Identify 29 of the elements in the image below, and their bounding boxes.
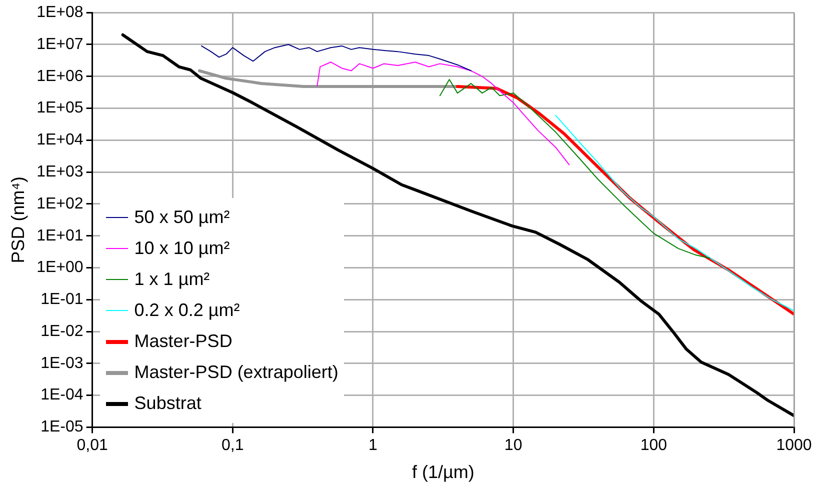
x-tick-label: 100 <box>640 437 668 454</box>
y-tick-label: 1E+05 <box>36 100 84 117</box>
x-tick-label: 1000 <box>776 437 812 454</box>
y-tick-label: 1E+06 <box>36 68 84 85</box>
x-axis-title: f (1/µm) <box>412 462 474 482</box>
y-tick-label: 1E+07 <box>36 36 84 53</box>
y-axis-title: PSD (nm⁴) <box>8 176 28 264</box>
y-tick-label: 1E-03 <box>40 354 84 372</box>
y-tick-label: 1E+08 <box>36 4 84 22</box>
legend-label: Master-PSD <box>134 331 232 352</box>
x-tick-label: 1 <box>368 437 378 454</box>
y-tick-label: 1E+03 <box>36 163 84 180</box>
legend-label: 1 x 1 µm² <box>134 269 210 290</box>
y-tick-label: 1E-05 <box>40 418 84 436</box>
legend-label: Master-PSD (extrapoliert) <box>134 362 338 384</box>
y-tick-label: 1E-01 <box>40 291 84 308</box>
x-tick-label: 10 <box>504 437 522 454</box>
y-tick-label: 1E-04 <box>40 386 84 404</box>
legend-label: 0.2 x 0.2 µm² <box>134 300 240 322</box>
y-tick-label: 1E+02 <box>36 195 84 212</box>
x-tick-label: 0,01 <box>76 437 108 454</box>
y-tick-label: 1E+00 <box>36 259 84 276</box>
y-tick-label: 1E-02 <box>40 322 84 340</box>
y-tick-label: 1E+04 <box>36 132 84 149</box>
legend-label: 10 x 10 µm² <box>134 238 230 260</box>
legend-label: 50 x 50 µm² <box>134 207 230 228</box>
y-tick-label: 1E+01 <box>36 227 84 244</box>
legend-label: Substrat <box>134 393 202 414</box>
x-tick-label: 0,1 <box>222 437 244 454</box>
